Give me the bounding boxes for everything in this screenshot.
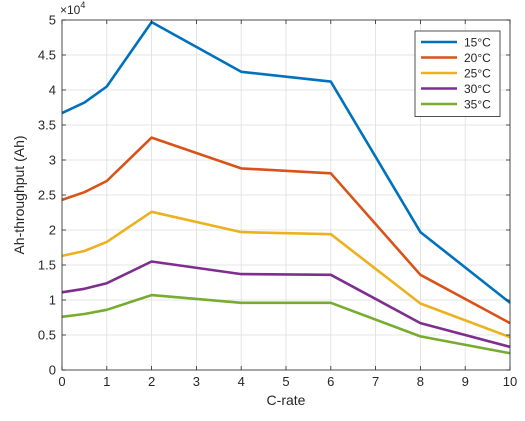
legend-label: 20°C [464, 51, 491, 65]
legend: 15°C 20°C25°C 30°C35°C [414, 30, 501, 117]
x-tick-label: 2 [148, 374, 155, 389]
series-line-0 [61, 20, 511, 304]
series-line-1 [61, 136, 511, 325]
legend-label: 30°C [464, 82, 491, 96]
x-tick-label: 10 [503, 374, 517, 389]
y-exponent-power: 4 [80, 0, 85, 10]
x-tick-label: 5 [282, 374, 289, 389]
ticks [61, 19, 511, 371]
y-tick-label: 2.5 [38, 188, 56, 203]
series-lines [61, 20, 511, 355]
legend-label: 15°C [464, 35, 491, 49]
x-tick-label: 1 [103, 374, 110, 389]
y-tick-label: 1 [49, 293, 56, 308]
y-tick-label: 1.5 [38, 258, 56, 273]
x-axis-label: C-rate [267, 392, 306, 408]
y-axis-exponent: ×104 [60, 0, 85, 17]
y-tick-label: 3 [49, 153, 56, 168]
x-tick-label: 4 [238, 374, 245, 389]
y-tick-label: 4.5 [38, 48, 56, 63]
x-tick-label: 7 [372, 374, 379, 389]
legend-label: 35°C [464, 97, 491, 111]
y-tick-label: 0 [49, 363, 56, 378]
y-tick-label: 0.5 [38, 328, 56, 343]
legend-label: 25°C [464, 66, 491, 80]
x-tick-label: 9 [462, 374, 469, 389]
y-tick-label: 3.5 [38, 118, 56, 133]
x-tick-label: 6 [327, 374, 334, 389]
series-line-3 [61, 260, 511, 349]
y-axis-label: Ah-throughput (Ah) [11, 135, 27, 254]
y-tick-label: 2 [49, 223, 56, 238]
x-tick-label: 8 [417, 374, 424, 389]
tick-labels: 0 1 2 3 4 5 6 7 8 9 10 0 0.5 1 1.5 2 2.5 3 3.5 4 4.5 5 [38, 13, 517, 390]
y-tick-label: 5 [49, 13, 56, 28]
series-line-4 [61, 293, 511, 355]
x-tick-label: 3 [193, 374, 200, 389]
y-tick-label: 4 [49, 83, 56, 98]
series-line-2 [61, 210, 511, 339]
y-exponent-base: ×10 [60, 3, 81, 17]
x-tick-label: 0 [58, 374, 65, 389]
